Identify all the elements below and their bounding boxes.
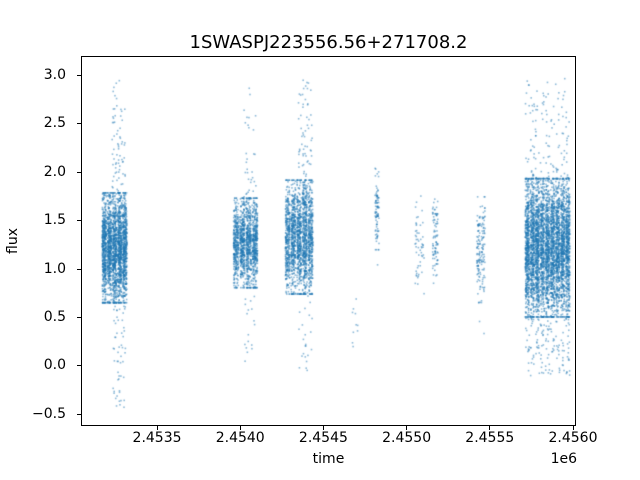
y-tick-mark [77,268,81,270]
y-tick-label: 2.0 [43,163,66,180]
x-tick-mark [322,426,324,430]
y-tick-mark [77,74,81,76]
x-tick-label: 2.4550 [382,430,432,446]
x-tick-label: 2.4560 [548,430,598,446]
x-tick-label: 2.4545 [298,430,348,446]
y-axis-label: flux [5,228,21,254]
x-tick-label: 2.4535 [132,430,182,446]
x-tick-mark [156,426,158,430]
y-tick-label: 1.0 [43,260,66,277]
y-tick-mark [77,413,81,415]
x-tick-mark [489,426,491,430]
y-tick-mark [77,123,81,125]
x-tick-label: 2.4540 [215,430,265,446]
y-tick-label: 2.5 [43,115,66,132]
y-tick-label: 1.5 [43,212,66,229]
x-tick-mark [239,426,241,430]
chart-title: 1SWASPJ223556.56+271708.2 [189,32,468,53]
x-axis-offset-label: 1e6 [550,451,577,467]
y-tick-mark [77,171,81,173]
plot-area [81,56,576,426]
y-tick-label: 0.5 [43,309,66,325]
y-tick-label: 0.0 [43,357,66,374]
y-tick-mark [77,317,81,318]
y-tick-mark [77,365,81,367]
x-tick-mark [572,426,574,430]
y-tick-label: −0.5 [32,405,66,422]
x-axis-label: time [312,451,345,467]
y-tick-label: 3.0 [43,66,66,83]
y-tick-mark [77,220,81,222]
x-tick-mark [406,426,408,430]
scatter-points-canvas [82,57,575,425]
x-tick-label: 2.4555 [465,430,515,446]
